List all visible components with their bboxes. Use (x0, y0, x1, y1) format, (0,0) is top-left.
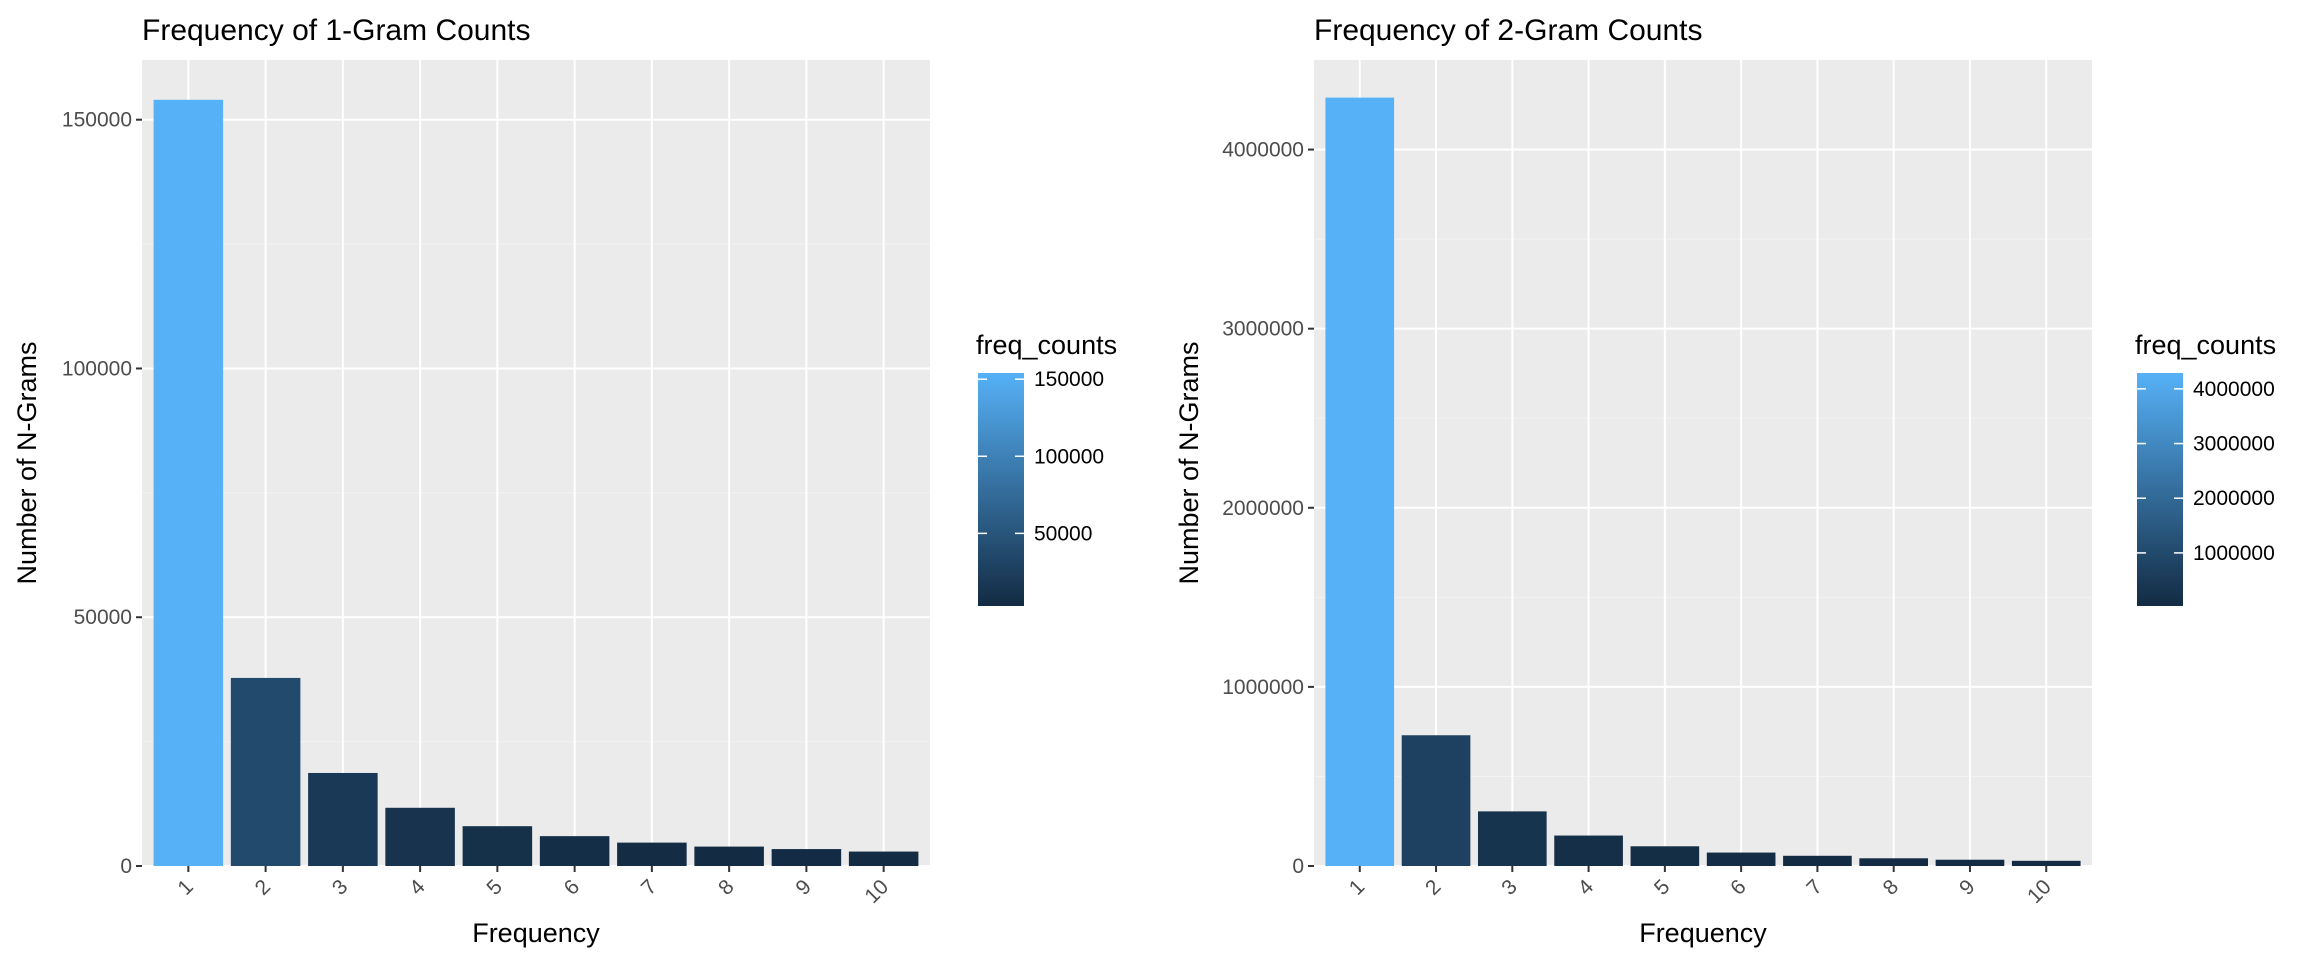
legend: freq_counts 50000 100000 150000 (976, 330, 1117, 606)
x-tick-label: 7 (1802, 875, 1827, 900)
y-tick-label: 2000000 (1222, 497, 1304, 520)
y-axis-title: Number of N-Grams (1174, 341, 1204, 584)
bar-4 (1554, 835, 1623, 866)
bar-9 (771, 849, 842, 866)
chart-panel-1: Frequency of 1-Gram Counts05000010000015… (12, 14, 1117, 948)
legend-tick-label: 150000 (1034, 368, 1104, 391)
y-axis-title: Number of N-Grams (12, 341, 42, 584)
x-tick-label: 5 (482, 875, 507, 900)
chart-title: Frequency of 1-Gram Counts (142, 14, 531, 47)
x-tick-label: 9 (1955, 875, 1980, 900)
x-tick-label: 4 (405, 875, 430, 900)
legend: freq_counts 1000000 2000000 3000000 4000000 (2135, 330, 2276, 606)
y-tick-label: 0 (120, 855, 132, 878)
chart-title: Frequency of 2-Gram Counts (1314, 14, 1703, 47)
x-tick-label: 3 (328, 875, 353, 900)
bar-7 (617, 842, 687, 866)
bar-3 (1477, 811, 1547, 866)
legend-tick-label: 4000000 (2193, 378, 2275, 401)
bar-10 (848, 851, 919, 866)
bar-2 (1401, 735, 1471, 866)
bar-2 (230, 677, 301, 866)
x-tick-label: 2 (1421, 875, 1446, 900)
x-tick-label: 9 (791, 875, 816, 900)
x-axis-title: Frequency (472, 918, 600, 948)
x-tick-label: 6 (560, 875, 585, 900)
x-tick-label: 1 (1345, 875, 1370, 900)
x-tick-label: 6 (1726, 875, 1751, 900)
legend-tick-label: 3000000 (2193, 433, 2275, 456)
x-tick-label: 1 (173, 875, 198, 900)
y-tick-label: 50000 (74, 606, 132, 629)
bar-1 (153, 99, 224, 866)
plot-panel-background (1314, 60, 2092, 866)
legend-tick-label: 1000000 (2193, 542, 2275, 565)
chart-panel-2: Frequency of 2-Gram Counts 0 1000000 200000… (1174, 14, 2276, 948)
x-tick-label: 2 (251, 875, 276, 900)
y-tick-label: 4000000 (1222, 139, 1304, 162)
x-tick-label: 10 (860, 875, 893, 908)
y-tick-label: 150000 (62, 109, 132, 132)
legend-tick-label: 2000000 (2193, 487, 2275, 510)
x-tick-label: 3 (1497, 875, 1522, 900)
bar-6 (1706, 852, 1776, 866)
bar-8 (1859, 858, 1929, 866)
bar-8 (694, 846, 764, 866)
x-axis-title: Frequency (1639, 918, 1767, 948)
legend-tick-label: 50000 (1034, 522, 1092, 545)
x-tick-label: 4 (1574, 875, 1599, 900)
legend-title: freq_counts (2135, 330, 2276, 360)
bar-4 (385, 807, 455, 866)
bar-7 (1783, 855, 1852, 866)
bar-1 (1325, 97, 1395, 866)
y-tick-label: 3000000 (1222, 318, 1304, 341)
x-tick-label: 5 (1650, 875, 1675, 900)
legend-tick-label: 100000 (1034, 445, 1104, 468)
bar-5 (462, 826, 533, 866)
bar-5 (1630, 846, 1700, 866)
bar-3 (308, 772, 378, 866)
legend-colorbar (2137, 373, 2183, 606)
bar-10 (2011, 860, 2081, 866)
x-tick-label: 10 (2023, 875, 2056, 908)
x-tick-label: 8 (1879, 875, 1904, 900)
bar-6 (539, 836, 610, 866)
legend-title: freq_counts (976, 330, 1117, 360)
x-tick-label: 8 (714, 875, 739, 900)
x-tick-label: 7 (637, 875, 662, 900)
bar-9 (1935, 859, 2005, 866)
y-tick-label: 0 (1292, 855, 1304, 878)
y-tick-label: 1000000 (1222, 676, 1304, 699)
y-tick-label: 100000 (62, 357, 132, 380)
legend-colorbar (978, 373, 1024, 606)
